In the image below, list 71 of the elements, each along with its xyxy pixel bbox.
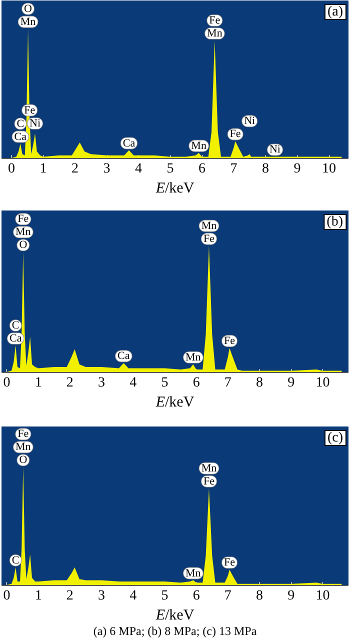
chart-title: (b): [326, 214, 344, 230]
annotation: Fe: [224, 556, 236, 569]
annotation: Ni: [30, 117, 41, 130]
x-tick-label: 5: [161, 588, 168, 604]
x-tick-label: 9: [288, 588, 295, 604]
x-tick-label: 2: [66, 588, 74, 604]
x-tick-label: 6: [192, 376, 200, 390]
annotation: Ni: [244, 115, 256, 128]
annotation: Fe: [18, 428, 29, 440]
x-axis-title: E/keV: [154, 607, 194, 624]
chart-title: (c): [327, 430, 344, 446]
x-axis-title: E/keV: [154, 180, 194, 196]
x-tick-label: 10: [316, 588, 330, 604]
x-tick-label: 2: [66, 376, 74, 390]
annotation: Mn: [16, 226, 32, 238]
x-tick-label: 6: [198, 162, 206, 176]
x-tick-label: 5: [161, 376, 168, 390]
annotation: Fe: [24, 104, 36, 116]
annotation: Mn: [201, 220, 218, 232]
annotation: O: [19, 454, 28, 466]
x-tick-label: 0: [3, 376, 10, 390]
x-tick-label: 3: [98, 588, 106, 604]
x-tick-label: 1: [40, 162, 47, 176]
annotation: Ca: [118, 350, 130, 362]
x-tick-label: 9: [288, 376, 295, 390]
x-tick-label: 0: [3, 588, 10, 604]
annotation: C: [16, 118, 24, 130]
x-tick-label: 0: [8, 162, 16, 176]
x-tick-label: 10: [322, 162, 336, 176]
x-tick-label: 4: [130, 588, 137, 604]
annotation: C: [12, 320, 20, 332]
annotation: Ca: [14, 130, 27, 143]
x-tick-label: 9: [294, 162, 301, 176]
annotation: O: [24, 2, 32, 15]
x-tick-label: 8: [256, 376, 264, 390]
annotation: C: [12, 554, 20, 566]
annotation: Mn: [207, 27, 223, 40]
x-tick-label: 2: [72, 162, 79, 176]
x-tick-label: 4: [130, 376, 137, 390]
annotation: Fe: [209, 14, 220, 26]
x-tick-label: 7: [224, 588, 232, 604]
annotation: Mn: [186, 351, 202, 364]
chart-title: (a): [327, 4, 344, 20]
x-tick-label: 7: [230, 162, 238, 176]
x-tick-label: 6: [192, 588, 200, 604]
annotation: O: [19, 239, 28, 252]
annotation: Fe: [224, 335, 236, 348]
annotation: Fe: [203, 475, 215, 488]
annotation: Ca: [9, 332, 22, 345]
annotation: Mn: [186, 567, 202, 580]
annotation: Fe: [18, 213, 29, 226]
x-tick-label: 3: [98, 376, 106, 390]
text: (a) 6 MPa; (b) 8 MPa; (c) 13 MPa: [93, 624, 258, 638]
x-tick-label: 8: [256, 588, 264, 604]
x-tick-label: 5: [166, 162, 174, 176]
x-tick-label: 4: [134, 162, 142, 176]
x-tick-label: 1: [34, 588, 42, 604]
annotation: Mn: [201, 462, 218, 474]
annotation: Ni: [269, 144, 280, 156]
annotation: Ca: [122, 137, 136, 150]
x-tick-label: 8: [262, 162, 269, 176]
x-tick-label: 1: [34, 376, 42, 390]
x-tick-label: 7: [224, 376, 232, 390]
x-tick-label: 3: [103, 162, 110, 176]
annotation: Mn: [16, 441, 32, 454]
annotation: Mn: [20, 16, 36, 28]
annotation: Mn: [191, 140, 207, 152]
x-tick-label: 10: [316, 376, 330, 390]
annotation: Fe: [203, 232, 215, 245]
annotation: Fe: [230, 128, 241, 140]
x-axis-title: E/keV: [154, 394, 194, 410]
